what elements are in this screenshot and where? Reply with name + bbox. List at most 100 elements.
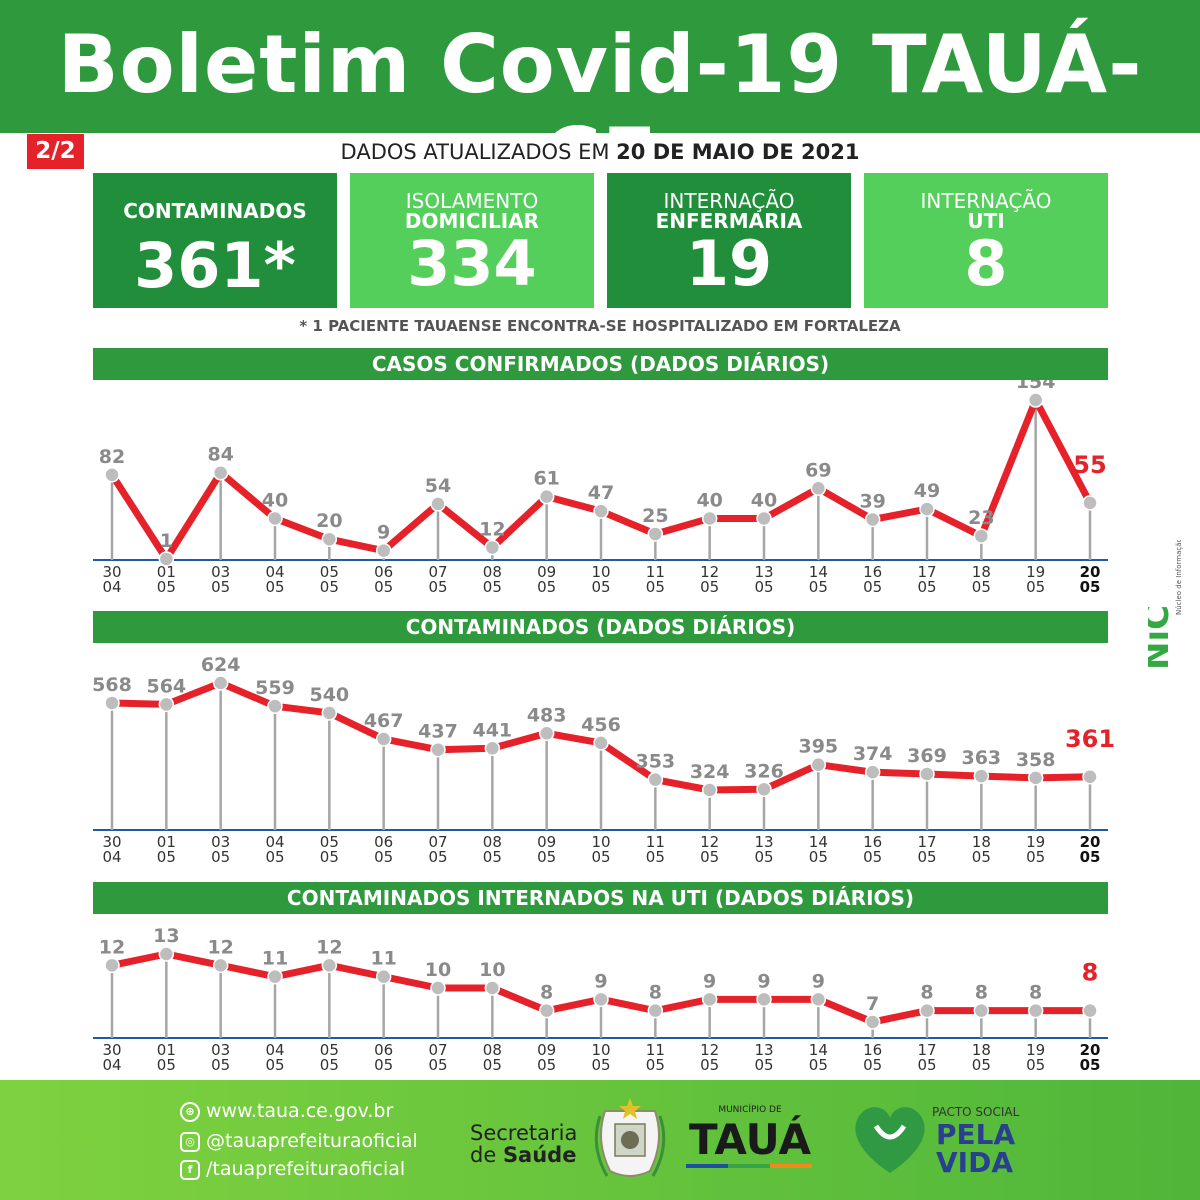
municipio-text: MUNICÍPIO DE — [718, 1103, 782, 1115]
data-point — [484, 740, 501, 757]
data-point — [430, 980, 446, 996]
vida-text: VIDA — [936, 1146, 1013, 1178]
data-label: 437 — [418, 721, 458, 743]
tick-label: 05 — [863, 848, 882, 866]
data-point — [973, 768, 990, 784]
tick-label: 05 — [483, 848, 502, 866]
taua-crest-icon — [594, 1098, 666, 1177]
tick-label: 12 — [700, 563, 719, 581]
tick-label: 05 — [320, 1041, 339, 1059]
tick-label: 11 — [646, 563, 665, 581]
card-value: 8 — [964, 227, 1008, 300]
data-point — [647, 771, 664, 788]
tick-label: 05 — [320, 578, 339, 596]
data-label: 82 — [99, 446, 125, 468]
tick-label: 08 — [483, 563, 502, 581]
card-label: CONTAMINADOS — [123, 199, 307, 223]
tick-label: 18 — [972, 563, 991, 581]
data-label: 8 — [920, 982, 933, 1004]
data-label: 47 — [588, 482, 614, 504]
tick-label: 07 — [428, 833, 447, 851]
data-label: 11 — [262, 948, 288, 970]
tick-label: 10 — [591, 833, 610, 851]
tick-label: 05 — [917, 1056, 936, 1074]
data-label: 8 — [1029, 982, 1042, 1004]
data-label: 20 — [316, 510, 342, 532]
data-point — [810, 480, 827, 497]
tick-label: 05 — [320, 563, 339, 581]
tick-label: 04 — [265, 1041, 284, 1059]
tick-label: 05 — [646, 1056, 665, 1074]
data-point — [375, 731, 392, 747]
data-point — [701, 991, 718, 1008]
tick-label: 18 — [972, 1041, 991, 1059]
website-link[interactable]: ⊕ www.taua.ce.gov.br — [180, 1100, 393, 1122]
data-label: 39 — [859, 490, 885, 512]
data-point — [973, 528, 990, 544]
data-point — [1027, 392, 1044, 408]
instagram-link[interactable]: ◎ @tauaprefeituraoficial — [180, 1130, 418, 1152]
tick-label: 04 — [102, 1056, 121, 1074]
data-label: 9 — [377, 522, 390, 544]
data-label: 358 — [1016, 749, 1056, 771]
tick-label: 05 — [157, 1056, 176, 1074]
data-point — [919, 766, 935, 782]
data-point — [1082, 495, 1098, 511]
tick-label: 05 — [646, 848, 665, 866]
data-point — [430, 496, 446, 512]
data-label: 395 — [798, 736, 838, 758]
tick-label: 06 — [374, 563, 393, 581]
card-isolamento-domiciliar: ISOLAMENTO DOMICILIAR 334 — [350, 173, 594, 308]
tick-label: 05 — [591, 848, 610, 866]
tick-label: 13 — [754, 563, 773, 581]
tick-label: 05 — [591, 1056, 610, 1074]
tick-label: 05 — [1026, 1056, 1045, 1074]
data-point — [756, 781, 772, 798]
data-point — [593, 735, 609, 751]
data-point — [647, 526, 664, 542]
tick-label: 11 — [646, 833, 665, 851]
tick-label: 05 — [1080, 848, 1101, 866]
tick-label: 03 — [211, 833, 230, 851]
tick-label: 05 — [972, 578, 991, 596]
data-label: 10 — [479, 959, 505, 981]
facebook-text: /tauaprefeituraoficial — [206, 1158, 406, 1180]
chart-title-casos-confirmados: CASOS CONFIRMADOS (DADOS DIÁRIOS) — [93, 348, 1108, 380]
tick-label: 05 — [1026, 578, 1045, 596]
data-label: 10 — [425, 959, 451, 981]
tick-label: 20 — [1080, 563, 1101, 581]
data-label: 9 — [757, 970, 770, 992]
tick-label: 05 — [265, 578, 284, 596]
tick-label: 19 — [1026, 1041, 1045, 1059]
data-label: 540 — [309, 684, 349, 706]
data-point — [375, 542, 392, 559]
tick-label: 08 — [483, 1041, 502, 1059]
card-internacao-enfermaria: INTERNAÇÃO ENFERMARIA 19 — [607, 173, 851, 308]
footer: ⊕ www.taua.ce.gov.br ◎ @tauaprefeituraofic… — [0, 1080, 1200, 1200]
data-label: 363 — [961, 747, 1001, 769]
data-label: 1 — [160, 530, 173, 552]
data-point — [267, 968, 283, 985]
update-date: 20 DE MAIO DE 2021 — [616, 140, 860, 164]
tick-label: 09 — [537, 833, 556, 851]
data-label: 624 — [201, 654, 241, 676]
tick-label: 20 — [1080, 833, 1101, 851]
tick-label: 05 — [211, 578, 230, 596]
tick-label: 06 — [374, 833, 393, 851]
data-label: 25 — [642, 505, 668, 527]
tick-label: 10 — [591, 1041, 610, 1059]
tick-label: 09 — [537, 1041, 556, 1059]
tick-label: 05 — [374, 578, 393, 596]
facebook-link[interactable]: f/tauaprefeituraoficial — [180, 1158, 405, 1180]
tick-label: 04 — [265, 833, 284, 851]
pela-text: PELA — [936, 1118, 1015, 1151]
tick-label: 05 — [537, 578, 556, 596]
data-point — [701, 782, 718, 798]
data-label: 324 — [690, 761, 730, 783]
data-label: 61 — [533, 468, 559, 490]
data-label: 456 — [581, 714, 621, 736]
tick-label: 05 — [700, 848, 719, 866]
tick-label: 05 — [537, 1056, 556, 1074]
tick-label: 01 — [157, 1041, 176, 1059]
data-point — [973, 1002, 990, 1019]
